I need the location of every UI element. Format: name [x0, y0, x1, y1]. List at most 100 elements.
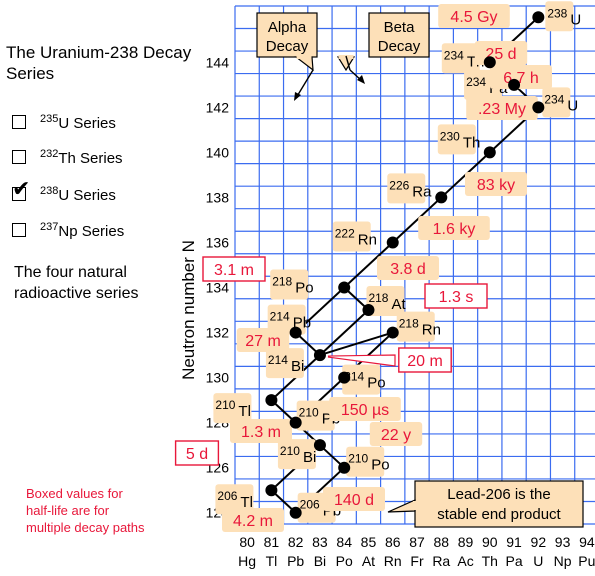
z-tick-label: 81 — [264, 534, 280, 550]
beta-arrow-head — [357, 75, 365, 84]
nuclide-label: 230 Th — [440, 129, 481, 151]
half-life-bg — [490, 65, 552, 89]
element-tick-label: Fr — [410, 553, 424, 569]
page-title: The Uranium-238 Decay Series — [6, 43, 192, 83]
nuclide-node — [435, 191, 448, 204]
nuclide-label-bg — [342, 364, 381, 395]
legend-line: Decay — [266, 38, 309, 55]
nuclide-node — [338, 371, 351, 384]
n-tick-label: 144 — [206, 54, 230, 70]
mass-number: 218 — [272, 275, 292, 289]
element-tick-label: Pb — [287, 553, 304, 569]
checkbox[interactable] — [12, 223, 26, 237]
series-label: 235U Series — [40, 112, 116, 132]
series-label: 237Np Series — [40, 220, 125, 240]
z-tick-label: 90 — [482, 534, 498, 550]
beta-arrow-line — [345, 55, 351, 71]
element-tick-label: Pu — [578, 553, 595, 569]
element-symbol: Tl — [240, 494, 253, 511]
checkbox[interactable] — [12, 150, 26, 164]
element-symbol: Po — [367, 375, 385, 392]
mass-number: 206 — [217, 489, 237, 503]
z-tick-label: 82 — [288, 534, 304, 550]
z-tick-label: 87 — [409, 534, 425, 550]
half-life-bg — [222, 508, 284, 532]
checkbox[interactable] — [12, 115, 26, 129]
decay-path-segment — [392, 196, 442, 244]
half-life-bg — [418, 216, 490, 240]
element-symbol: Rn — [358, 231, 377, 248]
beta-legend-box — [368, 12, 430, 58]
element-tick-label: Th — [482, 553, 498, 569]
nuclide-label-bg — [437, 124, 476, 155]
nuclide-node — [532, 11, 545, 24]
half-life-label: 1.6 ky — [433, 221, 476, 238]
element-symbol: Po — [295, 280, 313, 297]
series-option-np237[interactable]: 237Np Series — [12, 219, 124, 241]
mass-number: 230 — [440, 129, 460, 143]
element-tick-label: Hg — [238, 553, 256, 569]
element-tick-label: Bi — [314, 553, 326, 569]
nuclide-label-bg — [387, 173, 426, 204]
z-tick-label: 88 — [433, 534, 449, 550]
element-symbol: Bi — [303, 449, 316, 466]
nuclide-label-bg — [296, 400, 335, 431]
nuclide-label-bg — [366, 286, 405, 317]
nuclide-node — [362, 304, 375, 317]
half-life-label: .23 My — [478, 101, 526, 118]
half-life-label: 83 ky — [477, 177, 515, 194]
nuclide-label-bg — [346, 446, 385, 477]
half-life-box — [174, 440, 220, 466]
end-note-label: Lead-206 is the stable end product — [437, 486, 561, 523]
nuclide-label-bg — [277, 439, 316, 470]
half-life-bg — [236, 328, 290, 352]
half-life-bg — [230, 419, 292, 443]
mass-number: 218 — [368, 291, 388, 305]
half-life-pointer — [327, 354, 396, 367]
nuclide-label-bg — [213, 393, 252, 424]
nuclide-node — [313, 439, 326, 452]
alpha-legend-tail-mask — [296, 55, 312, 59]
nuclide-node — [289, 326, 302, 339]
mass-number: 210 — [280, 444, 300, 458]
nuclide-label: 214 Bi — [268, 353, 304, 375]
mass-number: 234 — [544, 92, 564, 106]
element-symbol: Rn — [422, 322, 441, 339]
nuclide-node — [386, 326, 399, 339]
half-life-label: 1.3 m — [241, 424, 281, 441]
checkbox[interactable]: ✔ — [12, 179, 30, 201]
series-option-u238[interactable]: ✔ 238U Series — [12, 179, 116, 205]
nuclide-label-bg — [270, 269, 309, 300]
series-option-th232[interactable]: 232Th Series — [12, 146, 123, 168]
mass-number: 226 — [389, 178, 409, 192]
nuclide-label-bg — [396, 311, 435, 342]
decay-path-segment — [343, 241, 394, 289]
mass-number: 234 — [466, 75, 486, 89]
nuclide-label: 206 Tl — [217, 489, 253, 511]
half-life-bg — [466, 96, 538, 120]
legend-line: Lead-206 is the — [447, 486, 550, 503]
element-tick-label: Ac — [457, 553, 473, 569]
nuclide-node — [289, 416, 302, 429]
half-life-box — [424, 283, 488, 309]
nuclide-label: 218 At — [368, 291, 406, 313]
series-option-u235[interactable]: 235U Series — [12, 111, 116, 133]
half-life-bg — [323, 487, 385, 511]
z-tick-label: 83 — [312, 534, 328, 550]
element-symbol: Ra — [412, 183, 432, 200]
z-tick-label: 93 — [555, 534, 571, 550]
element-tick-label: Np — [554, 553, 572, 569]
half-life-label: 1.3 s — [439, 289, 474, 306]
y-axis-label: Neutron number N — [179, 240, 198, 380]
half-life-bg — [329, 397, 401, 421]
half-life-box — [398, 347, 452, 373]
nuclide-node — [508, 78, 521, 91]
n-tick-label: 142 — [206, 99, 230, 115]
z-tick-label: 91 — [506, 534, 522, 550]
end-note-box — [414, 480, 584, 528]
nuclide-node — [265, 394, 278, 407]
subtitle: The four natural radioactive series — [14, 264, 139, 302]
half-life-bg — [369, 422, 423, 446]
